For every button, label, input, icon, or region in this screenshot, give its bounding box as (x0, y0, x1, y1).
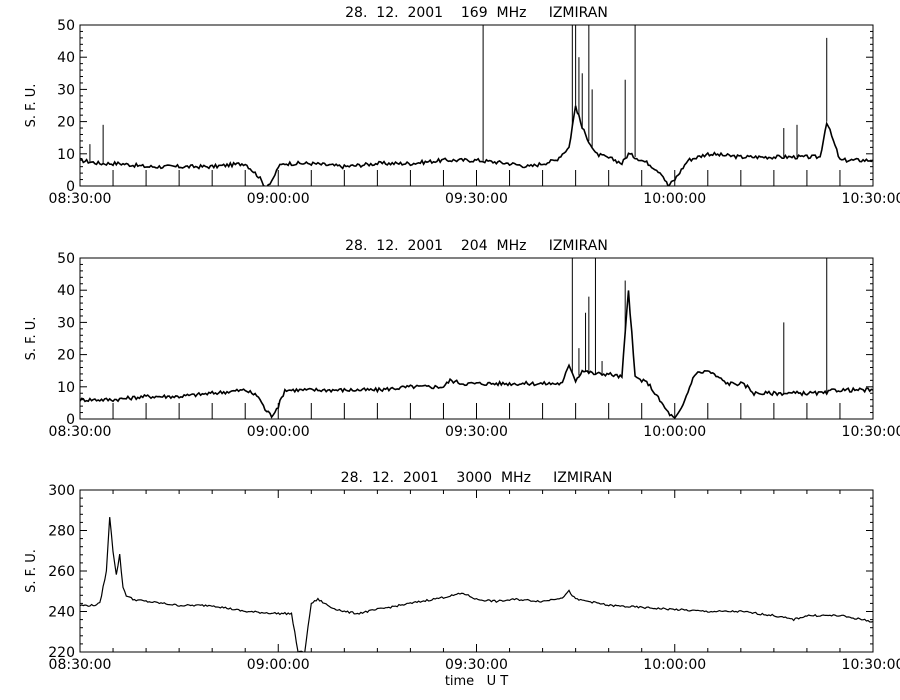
y-tick-label: 30 (57, 315, 75, 331)
x-tick-label: 09:30:00 (445, 657, 508, 673)
plot-frame (79, 24, 874, 187)
y-tick-label: 0 (66, 179, 75, 195)
x-tick-label: 10:00:00 (643, 191, 706, 207)
y-axis-label: S. F. U. (24, 317, 39, 361)
x-tick-label: 10:30:00 (842, 424, 900, 440)
y-tick-label: 50 (57, 251, 75, 267)
x-tick-label: 08:30:00 (49, 191, 112, 207)
y-tick-label: 260 (48, 564, 75, 580)
x-tick-label: 10:00:00 (643, 657, 706, 673)
series-line (80, 517, 873, 652)
y-tick-label: 10 (57, 380, 75, 396)
chart-title: 28. 12. 2001 3000 MHz IZMIRAN (341, 470, 613, 486)
x-tick-label: 09:00:00 (247, 657, 310, 673)
y-tick-label: 50 (57, 18, 75, 34)
x-tick-label: 08:30:00 (49, 657, 112, 673)
x-tick-label: 08:30:00 (49, 424, 112, 440)
x-tick-label: 10:00:00 (643, 424, 706, 440)
x-tick-label: 09:30:00 (445, 191, 508, 207)
y-axis-label: S. F. U. (24, 84, 39, 128)
y-tick-label: 10 (57, 147, 75, 163)
x-tick-label: 10:30:00 (842, 191, 900, 207)
y-tick-label: 220 (48, 645, 75, 661)
y-tick-label: 0 (66, 412, 75, 428)
y-tick-label: 280 (48, 524, 75, 540)
y-tick-label: 20 (57, 348, 75, 364)
x-tick-label: 09:00:00 (247, 191, 310, 207)
series-line (80, 290, 873, 419)
x-tick-label: 09:00:00 (247, 424, 310, 440)
y-axis-label: S. F. U. (24, 549, 39, 593)
y-tick-label: 30 (57, 82, 75, 98)
x-tick-label: 10:30:00 (842, 657, 900, 673)
series-line (80, 105, 873, 186)
x-axis-label: time U T (445, 674, 508, 689)
chart-title: 28. 12. 2001 169 MHz IZMIRAN (345, 5, 608, 21)
plot-frame (79, 489, 874, 653)
y-tick-label: 40 (57, 50, 75, 66)
x-tick-label: 09:30:00 (445, 424, 508, 440)
y-tick-label: 240 (48, 605, 75, 621)
chart-title: 28. 12. 2001 204 MHz IZMIRAN (345, 238, 608, 254)
y-tick-label: 40 (57, 283, 75, 299)
y-tick-label: 300 (48, 483, 75, 499)
y-tick-label: 20 (57, 115, 75, 131)
